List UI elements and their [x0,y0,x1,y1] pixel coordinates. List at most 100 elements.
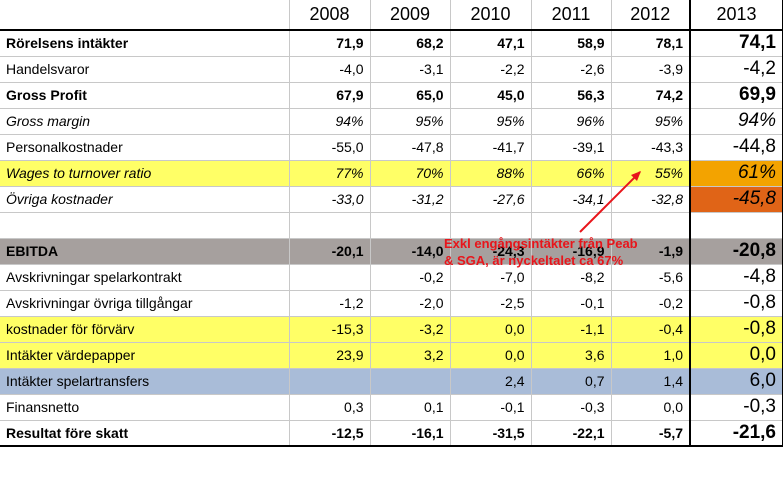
value-cell: -0,2 [611,290,691,317]
annotation-line: & SGA, är nyckeltalet ca 67% [444,253,624,268]
value-cell: -31,5 [450,420,532,447]
table-row: EBITDA -20,1 -14,0 -24,3 -16,9 -1,9 -20,… [0,238,783,265]
row-label: Övriga kostnader [0,186,290,213]
row-label: EBITDA [0,238,290,265]
value-cell-2013: -45,8 [689,186,783,213]
value-cell-2013: -20,8 [689,238,783,265]
row-label: Intäkter spelartransfers [0,368,290,395]
value-cell-2013: 94% [689,108,783,135]
value-cell: 56,3 [531,82,612,109]
value-cell: 71,9 [289,30,371,57]
table-row: Intäkter värdepapper 23,9 3,2 0,0 3,6 1,… [0,342,783,369]
table-row: Gross Profit 67,9 65,0 45,0 56,3 74,2 69… [0,82,783,109]
value-cell: -47,8 [370,134,451,161]
value-cell [289,264,371,291]
row-label: Rörelsens intäkter [0,30,290,57]
value-cell-2013: -44,8 [689,134,783,161]
year-header: 2010 [450,0,532,31]
value-cell-2013: -4,2 [689,56,783,83]
value-cell: 0,0 [611,394,691,421]
table-row: Intäkter spelartransfers 2,4 0,7 1,4 6,0 [0,368,783,395]
value-cell: -16,9 [531,238,612,265]
value-cell: 95% [370,108,451,135]
year-header-row: 2008 2009 2010 2011 2012 2013 [0,0,783,31]
annotation-note: Exkl engångsintäkter från Peab & SGA, är… [444,235,674,269]
value-cell: -0,2 [370,264,451,291]
value-cell: -14,0 [370,238,451,265]
value-cell: -5,6 [611,264,691,291]
table-row: Övriga kostnader -33,0 -31,2 -27,6 -34,1… [0,186,783,213]
year-header: 2012 [611,0,691,31]
value-cell: 74,2 [611,82,691,109]
value-cell: 1,0 [611,342,691,369]
table-row: Gross margin 94% 95% 95% 96% 95% 94% [0,108,783,135]
value-cell: -2,2 [450,56,532,83]
value-cell-2013: -4,8 [689,264,783,291]
value-cell: -15,3 [289,316,371,343]
table-row: kostnader för förvärv -15,3 -3,2 0,0 -1,… [0,316,783,343]
table-row: Avskrivningar övriga tillgångar -1,2 -2,… [0,290,783,317]
value-cell: -24,3 [450,238,532,265]
year-header: 2009 [370,0,451,31]
financial-table: 2008 2009 2010 2011 2012 2013 Rörelsens … [0,0,783,447]
value-cell: -5,7 [611,420,691,447]
row-label: Handelsvaror [0,56,290,83]
value-cell: -2,5 [450,290,532,317]
value-cell: -2,0 [370,290,451,317]
value-cell-2013: 0,0 [689,342,783,369]
table-row: Finansnetto 0,3 0,1 -0,1 -0,3 0,0 -0,3 [0,394,783,421]
row-label: Avskrivningar spelarkontrakt [0,264,290,291]
value-cell: -7,0 [450,264,532,291]
value-cell: -32,8 [611,186,691,213]
annotation-line: Exkl engångsintäkter från Peab [444,236,638,251]
value-cell: -0,3 [531,394,612,421]
value-cell-2013 [689,212,783,239]
value-cell: -33,0 [289,186,371,213]
table-row: Avskrivningar spelarkontrakt -0,2 -7,0 -… [0,264,783,291]
value-cell: 68,2 [370,30,451,57]
value-cell: -1,2 [289,290,371,317]
value-cell: -31,2 [370,186,451,213]
row-label: kostnader för förvärv [0,316,290,343]
value-cell: -3,1 [370,56,451,83]
row-label [0,212,290,239]
value-cell: 94% [289,108,371,135]
table-row: Rörelsens intäkter 71,9 68,2 47,1 58,9 7… [0,30,783,57]
value-cell: 67,9 [289,82,371,109]
value-cell: 2,4 [450,368,532,395]
value-cell: -8,2 [531,264,612,291]
value-cell-2013: -21,6 [689,420,783,447]
value-cell [289,368,371,395]
value-cell-2013: -0,3 [689,394,783,421]
value-cell: -20,1 [289,238,371,265]
value-cell: -43,3 [611,134,691,161]
value-cell: -16,1 [370,420,451,447]
value-cell: 78,1 [611,30,691,57]
value-cell: 66% [531,160,612,187]
value-cell: 47,1 [450,30,532,57]
value-cell: -3,9 [611,56,691,83]
value-cell: 95% [450,108,532,135]
value-cell: -12,5 [289,420,371,447]
row-label: Intäkter värdepapper [0,342,290,369]
value-cell: -4,0 [289,56,371,83]
value-cell: 95% [611,108,691,135]
value-cell: 1,4 [611,368,691,395]
value-cell: 58,9 [531,30,612,57]
value-cell-2013: 61% [689,160,783,187]
table-row: Resultat före skatt -12,5 -16,1 -31,5 -2… [0,420,783,447]
value-cell: -27,6 [450,186,532,213]
value-cell: 88% [450,160,532,187]
value-cell: -3,2 [370,316,451,343]
year-header: 2011 [531,0,612,31]
value-cell [289,212,371,239]
year-header: 2008 [289,0,371,31]
row-label: Resultat före skatt [0,420,290,447]
year-header: 2013 [689,0,783,31]
value-cell: 77% [289,160,371,187]
row-label: Gross Profit [0,82,290,109]
row-label: Finansnetto [0,394,290,421]
value-cell: -2,6 [531,56,612,83]
value-cell: 3,2 [370,342,451,369]
